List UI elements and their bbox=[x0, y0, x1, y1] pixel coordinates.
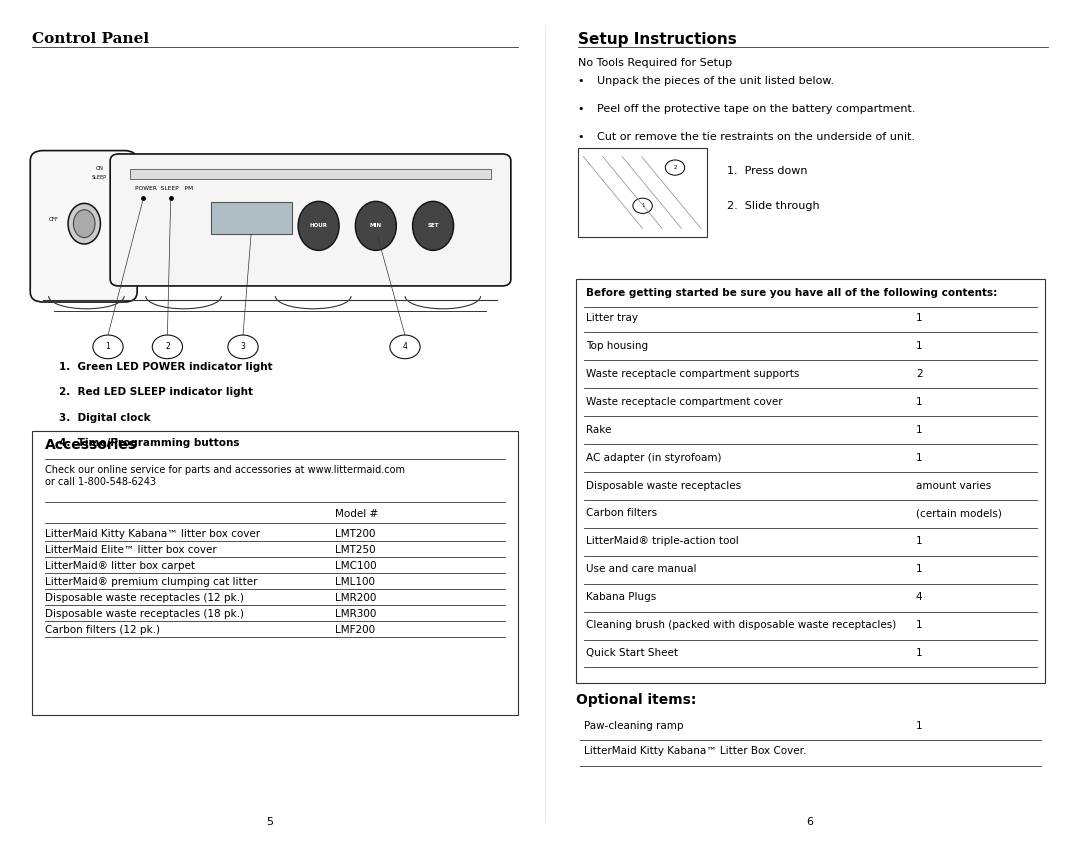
Text: POWER  SLEEP   PM: POWER SLEEP PM bbox=[135, 186, 193, 191]
Text: •: • bbox=[578, 76, 584, 86]
Bar bbox=[576, 279, 1045, 683]
Text: Use and care manual: Use and care manual bbox=[586, 564, 697, 574]
Text: •: • bbox=[578, 104, 584, 114]
Text: •: • bbox=[578, 132, 584, 142]
Text: LMT200: LMT200 bbox=[335, 529, 376, 539]
Circle shape bbox=[390, 335, 420, 359]
Bar bbox=[578, 148, 707, 237]
Text: 1: 1 bbox=[916, 648, 922, 658]
Text: 4.  Time/Programming buttons: 4. Time/Programming buttons bbox=[59, 438, 240, 448]
Text: LitterMaid® litter box carpet: LitterMaid® litter box carpet bbox=[45, 561, 195, 571]
Text: Carbon filters (12 pk.): Carbon filters (12 pk.) bbox=[45, 625, 160, 635]
Text: 1: 1 bbox=[916, 453, 922, 463]
Text: 1: 1 bbox=[106, 343, 110, 351]
Text: MIN: MIN bbox=[369, 223, 382, 228]
Text: AC adapter (in styrofoam): AC adapter (in styrofoam) bbox=[586, 453, 721, 463]
Bar bbox=[211, 202, 292, 234]
Circle shape bbox=[228, 335, 258, 359]
Text: 2.  Red LED SLEEP indicator light: 2. Red LED SLEEP indicator light bbox=[59, 387, 254, 398]
Text: (certain models): (certain models) bbox=[916, 508, 1002, 519]
Text: 2: 2 bbox=[916, 369, 922, 379]
Text: LMT250: LMT250 bbox=[335, 545, 376, 555]
Text: Disposable waste receptacles: Disposable waste receptacles bbox=[586, 481, 742, 491]
Text: Cut or remove the tie restraints on the underside of unit.: Cut or remove the tie restraints on the … bbox=[597, 132, 916, 142]
Text: Paw-cleaning ramp: Paw-cleaning ramp bbox=[584, 721, 684, 731]
Text: 1.  Press down: 1. Press down bbox=[727, 166, 808, 176]
Text: Model #: Model # bbox=[335, 509, 378, 519]
Text: 1: 1 bbox=[916, 620, 922, 630]
Text: SLEEP: SLEEP bbox=[92, 175, 107, 180]
Text: 4: 4 bbox=[916, 592, 922, 602]
Text: 1: 1 bbox=[916, 564, 922, 574]
Text: Waste receptacle compartment cover: Waste receptacle compartment cover bbox=[586, 397, 783, 407]
Text: 4: 4 bbox=[403, 343, 407, 351]
Text: Setup Instructions: Setup Instructions bbox=[578, 32, 737, 47]
Text: HOUR: HOUR bbox=[310, 223, 327, 228]
Text: Disposable waste receptacles (18 pk.): Disposable waste receptacles (18 pk.) bbox=[45, 609, 244, 619]
Bar bbox=[130, 169, 491, 179]
Text: 1: 1 bbox=[916, 536, 922, 547]
Text: Waste receptacle compartment supports: Waste receptacle compartment supports bbox=[586, 369, 800, 379]
Text: LMC100: LMC100 bbox=[335, 561, 377, 571]
Text: 1: 1 bbox=[916, 721, 922, 731]
Text: 6: 6 bbox=[807, 817, 813, 827]
Bar bbox=[32, 431, 518, 715]
Ellipse shape bbox=[355, 201, 396, 250]
Text: Before getting started be sure you have all of the following contents:: Before getting started be sure you have … bbox=[586, 288, 998, 298]
Circle shape bbox=[152, 335, 183, 359]
Text: Control Panel: Control Panel bbox=[32, 32, 149, 47]
Text: Optional items:: Optional items: bbox=[576, 693, 696, 707]
Text: Accessories: Accessories bbox=[45, 438, 137, 453]
Ellipse shape bbox=[73, 210, 95, 238]
Text: Unpack the pieces of the unit listed below.: Unpack the pieces of the unit listed bel… bbox=[597, 76, 835, 86]
Ellipse shape bbox=[413, 201, 454, 250]
Text: 2.  Slide through: 2. Slide through bbox=[727, 201, 820, 212]
Circle shape bbox=[633, 198, 652, 213]
Text: 1: 1 bbox=[640, 203, 645, 208]
Text: 3.  Digital clock: 3. Digital clock bbox=[59, 413, 151, 423]
Text: LitterMaid® triple-action tool: LitterMaid® triple-action tool bbox=[586, 536, 739, 547]
FancyBboxPatch shape bbox=[30, 151, 137, 302]
Text: Check our online service for parts and accessories at www.littermaid.com
or call: Check our online service for parts and a… bbox=[45, 465, 405, 487]
Text: Rake: Rake bbox=[586, 425, 611, 435]
Text: Quick Start Sheet: Quick Start Sheet bbox=[586, 648, 678, 658]
Text: OFF: OFF bbox=[49, 217, 58, 222]
Text: LitterMaid Kitty Kabana™ litter box cover: LitterMaid Kitty Kabana™ litter box cove… bbox=[45, 529, 260, 539]
Text: LitterMaid Elite™ litter box cover: LitterMaid Elite™ litter box cover bbox=[45, 545, 217, 555]
Text: 3: 3 bbox=[241, 343, 245, 351]
Text: 1: 1 bbox=[916, 313, 922, 323]
Text: 5: 5 bbox=[267, 817, 273, 827]
Text: 1.  Green LED POWER indicator light: 1. Green LED POWER indicator light bbox=[59, 362, 273, 372]
Text: LML100: LML100 bbox=[335, 577, 375, 587]
FancyBboxPatch shape bbox=[110, 154, 511, 286]
Text: 1: 1 bbox=[916, 341, 922, 351]
Text: amount varies: amount varies bbox=[916, 481, 991, 491]
Text: 2: 2 bbox=[673, 165, 677, 170]
Text: LMR200: LMR200 bbox=[335, 593, 376, 603]
Text: LitterMaid® premium clumping cat litter: LitterMaid® premium clumping cat litter bbox=[45, 577, 258, 587]
Text: Litter tray: Litter tray bbox=[586, 313, 638, 323]
Text: Peel off the protective tape on the battery compartment.: Peel off the protective tape on the batt… bbox=[597, 104, 916, 114]
Ellipse shape bbox=[298, 201, 339, 250]
Text: LitterMaid Kitty Kabana™ Litter Box Cover.: LitterMaid Kitty Kabana™ Litter Box Cove… bbox=[584, 746, 807, 756]
Text: SET: SET bbox=[428, 223, 438, 228]
Text: 2: 2 bbox=[165, 343, 170, 351]
Ellipse shape bbox=[68, 203, 100, 244]
Text: Cleaning brush (packed with disposable waste receptacles): Cleaning brush (packed with disposable w… bbox=[586, 620, 896, 630]
Text: Top housing: Top housing bbox=[586, 341, 649, 351]
Text: 1: 1 bbox=[916, 425, 922, 435]
Text: No Tools Required for Setup: No Tools Required for Setup bbox=[578, 58, 732, 68]
Text: Carbon filters: Carbon filters bbox=[586, 508, 658, 519]
Text: 1: 1 bbox=[916, 397, 922, 407]
Text: Kabana Plugs: Kabana Plugs bbox=[586, 592, 657, 602]
Text: ON: ON bbox=[95, 166, 104, 171]
Text: Disposable waste receptacles (12 pk.): Disposable waste receptacles (12 pk.) bbox=[45, 593, 244, 603]
Text: LMF200: LMF200 bbox=[335, 625, 375, 635]
Text: LMR300: LMR300 bbox=[335, 609, 376, 619]
Circle shape bbox=[665, 160, 685, 175]
Circle shape bbox=[93, 335, 123, 359]
